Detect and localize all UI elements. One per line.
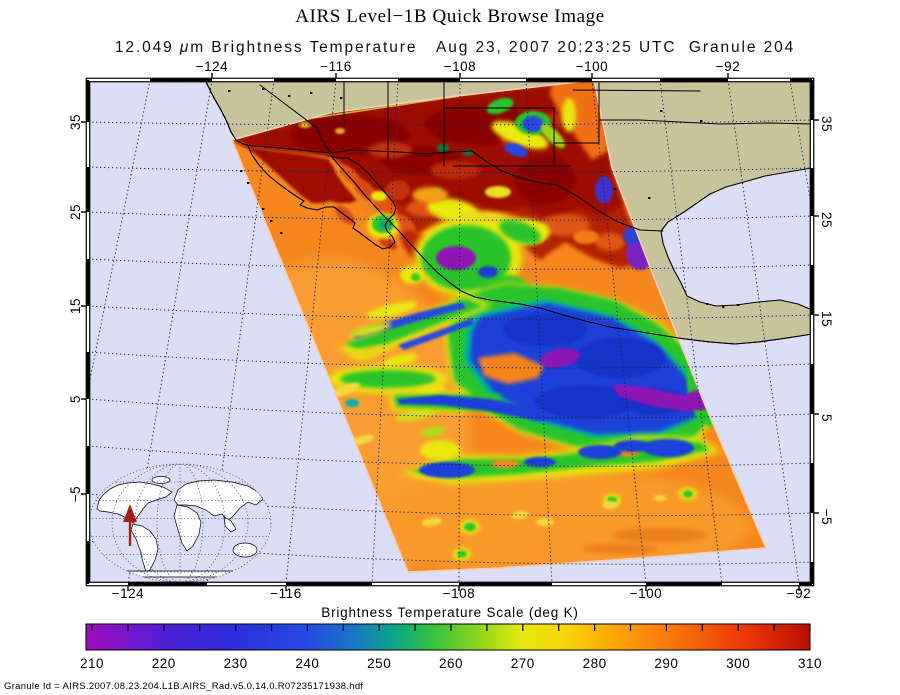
- svg-text:−124: −124: [112, 586, 144, 601]
- svg-text:Brightness Temperature Scale (: Brightness Temperature Scale (deg K): [321, 605, 578, 620]
- svg-text:−100: −100: [630, 586, 662, 601]
- svg-text:5: 5: [68, 395, 83, 403]
- svg-text:−100: −100: [576, 59, 608, 74]
- svg-text:−92: −92: [716, 59, 740, 74]
- svg-text:−92: −92: [787, 586, 811, 601]
- svg-text:−108: −108: [443, 586, 475, 601]
- svg-text:−5: −5: [68, 486, 83, 502]
- svg-text:Granule Id = AIRS.2007.08.23.2: Granule Id = AIRS.2007.08.23.204.L1B.AIR…: [4, 681, 363, 692]
- svg-text:AIRS Level−1B Quick Browse Ima: AIRS Level−1B Quick Browse Image: [295, 6, 605, 27]
- svg-text:310: 310: [798, 656, 822, 671]
- svg-text:15: 15: [68, 298, 83, 314]
- svg-text:280: 280: [583, 656, 607, 671]
- svg-text:25: 25: [68, 204, 83, 220]
- svg-text:5: 5: [819, 414, 834, 422]
- svg-text:220: 220: [152, 656, 176, 671]
- svg-text:35: 35: [819, 116, 834, 132]
- svg-text:−116: −116: [270, 586, 301, 601]
- svg-text:290: 290: [654, 656, 678, 671]
- svg-text:260: 260: [439, 656, 463, 671]
- svg-text:12.049 μm Brightness Temperatu: 12.049 μm Brightness Temperature Aug 23,…: [115, 39, 795, 56]
- svg-text:−108: −108: [444, 59, 476, 74]
- svg-text:270: 270: [511, 656, 535, 671]
- svg-text:15: 15: [819, 311, 834, 327]
- svg-text:230: 230: [224, 656, 248, 671]
- svg-text:−124: −124: [196, 59, 228, 74]
- svg-text:240: 240: [295, 656, 319, 671]
- svg-text:210: 210: [80, 656, 104, 671]
- svg-text:−5: −5: [819, 509, 834, 525]
- svg-text:300: 300: [726, 656, 750, 671]
- svg-text:250: 250: [367, 656, 391, 671]
- svg-text:−116: −116: [320, 59, 351, 74]
- svg-text:25: 25: [819, 212, 834, 228]
- svg-text:35: 35: [68, 114, 83, 130]
